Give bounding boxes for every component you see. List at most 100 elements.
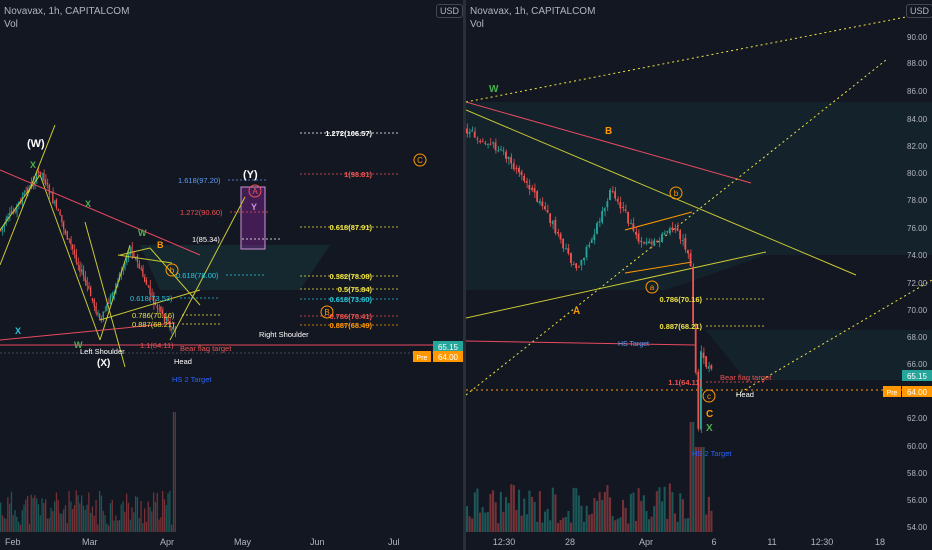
right-volume-bar [616,518,619,532]
right-y-tick-label: 66.00 [907,360,928,369]
left-candle [18,201,19,204]
left-candle [46,182,48,185]
left-candle [86,279,88,286]
right-candle [564,248,567,250]
pane-divider[interactable] [463,0,466,550]
left-candle [39,171,41,175]
right-candle [499,148,502,150]
left-volume-bar [23,504,25,532]
right-x-tick-label: 11 [767,537,776,547]
left-candle [70,239,72,245]
left-volume-bar [28,523,31,532]
left-volume-bar [122,501,124,532]
right-candle [653,240,655,245]
left-price-tag [433,341,463,352]
left-candle [41,173,43,175]
right-x-tick-label: 12:30 [493,537,516,547]
right-chart-canvas[interactable]: 130.00125.00120.00115.00110.00105.00100.… [466,0,932,550]
right-volume-bar [515,509,518,532]
left-volume-bar [127,502,130,532]
right-volume-bar [658,487,661,532]
right-volume-bar [533,501,536,532]
right-candle [551,220,554,225]
left-candle [27,188,28,194]
right-hs2-label: HS 2 Target [692,449,732,458]
right-volume-bar [505,497,508,532]
right-currency-button[interactable]: USD [906,4,932,18]
right-volume-bar [564,516,567,532]
left-volume-bar [102,510,104,532]
right-price-tag-label: 65.15 [907,372,928,381]
left-fib-label: 0.618(73.60) [329,295,372,304]
left-candle [124,262,126,269]
left-volume-bar [12,515,14,532]
left-wave-label: X [85,199,91,209]
right-candle [575,263,577,269]
right-chart-pane[interactable]: 130.00125.00120.00115.00110.00105.00100.… [466,0,932,550]
left-candle [68,238,70,240]
right-volume-bar [609,497,612,532]
right-candle [614,191,616,199]
right-candle [518,167,520,173]
right-candle [533,188,536,193]
right-candle [577,266,580,268]
left-volume-bar [88,492,90,532]
left-volume-bar [48,518,50,532]
left-candle [131,246,133,254]
left-candle [61,215,63,223]
left-chart-pane[interactable]: 1.618(97.20) 1.272(90.60) 1(85.34) 0.618(78… [0,0,463,550]
left-volume-bar [64,505,67,532]
right-symbol-title: Novavax, 1h, CAPITALCOM [470,6,596,17]
left-volume-bar [140,500,142,532]
left-circled-wave-marker [248,184,262,198]
left-volume-bar [165,504,167,532]
left-volume-bar [72,509,74,532]
left-volume-bar [136,496,139,532]
left-candle [37,171,39,173]
right-candle [598,221,601,223]
right-volume-bar [614,520,617,532]
left-trendline [99,289,201,321]
right-candle [663,233,666,235]
left-circled-wave-label: b [170,266,175,275]
right-candle [520,171,523,176]
right-trendline [466,109,857,276]
left-candle [25,190,27,192]
right-y-tick-label: 90.00 [907,33,928,42]
left-trendline [39,174,101,341]
right-volume-label: Vol [470,19,484,30]
right-volume-bar [593,497,596,532]
right-candle [562,238,564,249]
left-volume-bar [0,502,2,532]
right-y-tick-label: 68.00 [907,333,928,342]
right-candle [510,157,512,164]
right-candle [476,138,479,140]
left-volume-bar [99,491,101,532]
left-wave-label: W [74,340,83,350]
left-candle [77,262,79,265]
left-volume-bar [54,501,56,532]
left-candle [118,273,120,281]
right-candle [549,213,551,223]
left-price-tag-label: 65.15 [438,343,459,352]
left-fib-label: 0.618(73.53) [130,294,173,303]
right-candle [616,198,619,202]
right-volume-bar [538,491,541,532]
right-trendline [466,340,697,346]
right-volume-bar [551,487,554,532]
right-candle [492,142,494,144]
right-volume-bar [507,503,510,532]
right-volume-bar [468,516,471,532]
right-candle [585,246,588,258]
left-currency-button[interactable]: USD [436,4,463,18]
right-candle [481,141,484,143]
left-candle [59,211,61,216]
right-candle [687,249,689,254]
left-candle [129,247,131,255]
left-chart-canvas[interactable]: 1.618(97.20) 1.272(90.60) 1(85.34) 0.618(78… [0,0,463,550]
right-candle [590,239,593,244]
right-wave-label: W [489,84,499,95]
left-fib-label: 1.1(64.11) [140,341,174,350]
right-premarket-tag [883,386,901,397]
right-candle [479,140,481,142]
